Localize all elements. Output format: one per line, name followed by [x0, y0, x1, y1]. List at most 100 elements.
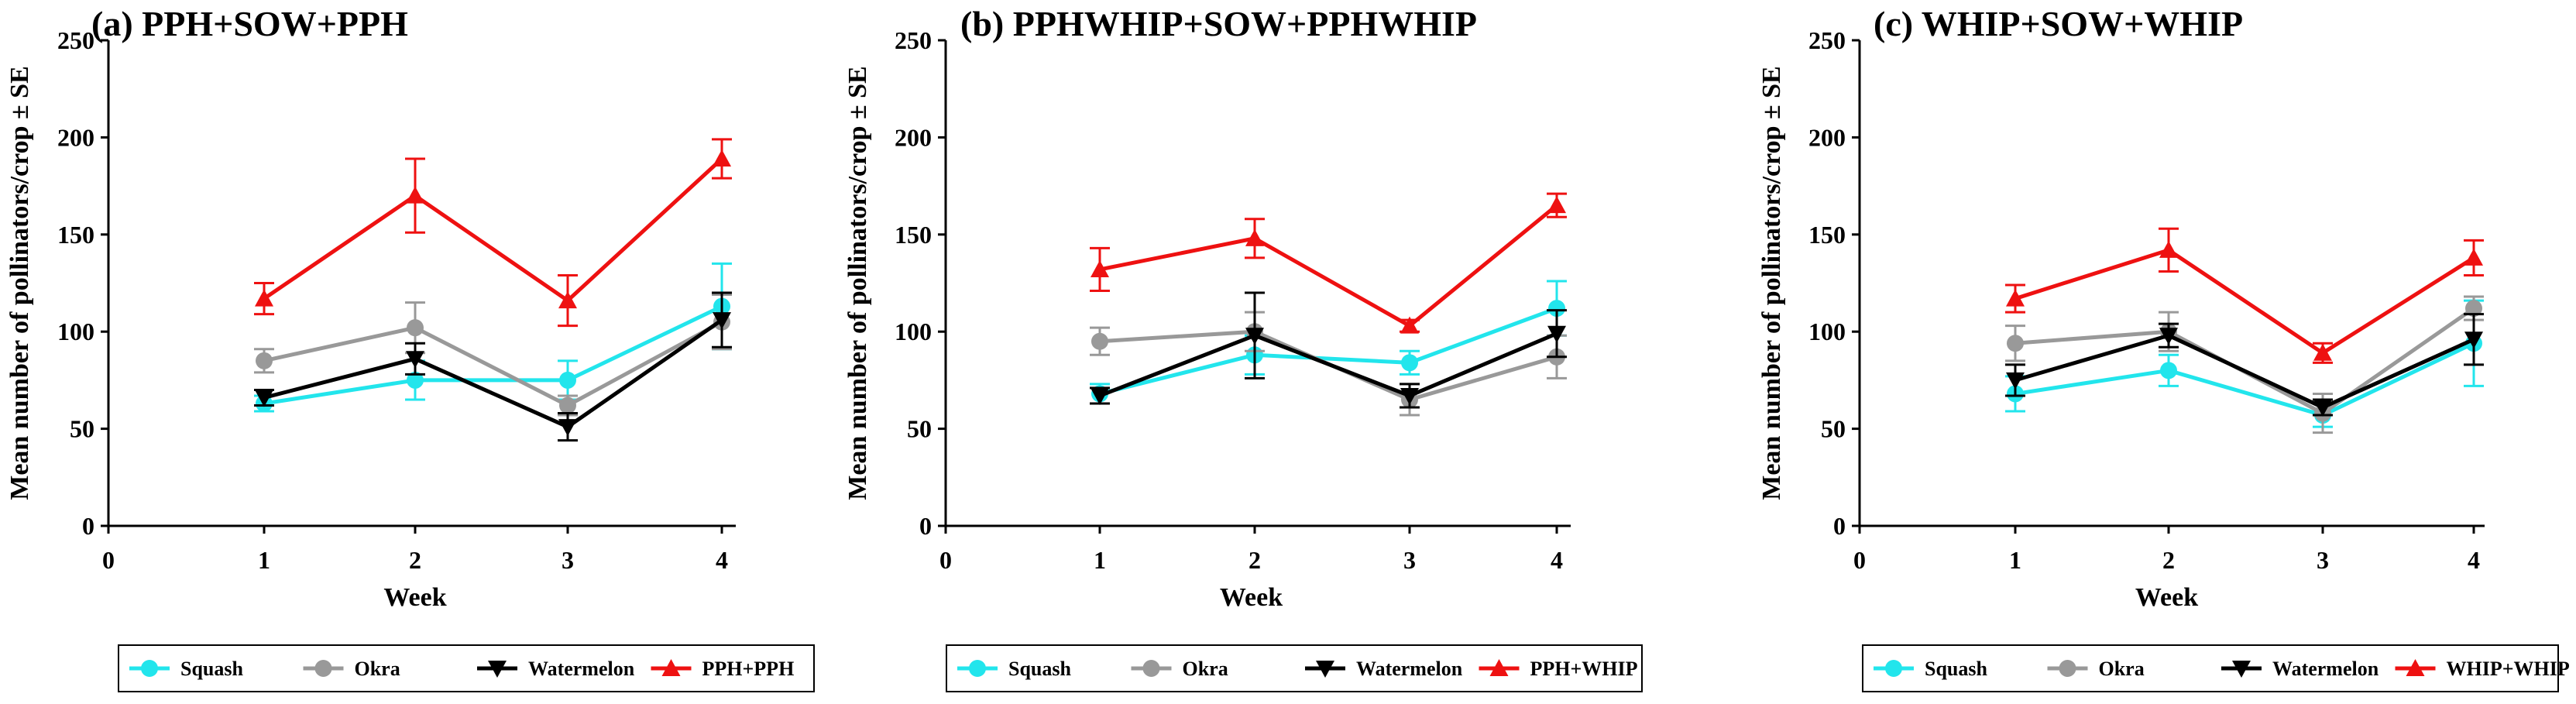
data-point [407, 319, 424, 337]
series-line [2014, 248, 2475, 355]
x-tick-label: 2 [409, 546, 421, 574]
series-line [263, 157, 723, 304]
y-tick-label: 0 [1833, 512, 1846, 540]
legend-swatch-marker [2406, 659, 2425, 676]
data-point [1548, 300, 1565, 318]
legend-swatch-marker [1142, 660, 1160, 677]
data-point [1245, 228, 1264, 246]
chart-panel-2: (c) WHIP+SOW+WHIP Mean number of pollinat… [1757, 4, 2570, 692]
y-tick-label: 50 [907, 415, 932, 443]
data-point [2159, 328, 2178, 345]
y-tick-label: 150 [1808, 221, 1846, 249]
x-tick-label: 0 [1853, 546, 1866, 574]
data-point [1091, 387, 1109, 405]
data-point [1400, 316, 1419, 334]
data-point [713, 149, 731, 167]
series-line [1099, 306, 1558, 396]
data-point [2006, 289, 2025, 307]
y-axis-label: Mean number of pollinators/crop ± SE [843, 66, 872, 500]
legend: Squash Okra Watermelon WHIP+WHIP [1862, 644, 2570, 692]
y-tick-label: 100 [57, 318, 94, 345]
legend-label: Watermelon [528, 658, 635, 680]
x-axis-label: Week [383, 583, 446, 612]
x-tick-label: 4 [2468, 546, 2480, 574]
x-tick-label: 2 [2162, 546, 2175, 574]
data-point [2007, 335, 2024, 352]
y-tick-label: 250 [895, 26, 932, 54]
data-point [1245, 328, 1264, 345]
series-squash [254, 262, 732, 413]
legend-label: Squash [180, 658, 243, 680]
series-okra [2005, 295, 2484, 434]
legend-label: Watermelon [2272, 658, 2379, 680]
data-point [406, 351, 424, 369]
legend-label: PPH+PPH [702, 658, 795, 680]
data-point [1091, 332, 1108, 350]
chart-title: (c) WHIP+SOW+WHIP [1874, 4, 2243, 43]
series-okra [254, 294, 732, 417]
legend-swatch-marker [141, 660, 158, 677]
series-line [2014, 333, 2475, 410]
data-point [256, 352, 273, 369]
legend-swatch-marker [661, 659, 681, 676]
chart-title: (a) PPH+SOW+PPH [91, 4, 408, 43]
legend-swatch-marker [488, 661, 507, 678]
data-point [2160, 362, 2177, 379]
series-watermelon [2005, 313, 2484, 417]
series-line [1099, 204, 1558, 328]
legend-swatch-marker [314, 660, 332, 677]
y-tick-label: 150 [895, 221, 932, 249]
x-tick-label: 3 [2317, 546, 2329, 574]
x-tick-label: 1 [258, 546, 270, 574]
data-point [2313, 343, 2332, 361]
series-line [263, 320, 723, 408]
x-tick-label: 1 [1094, 546, 1106, 574]
legend-swatch-marker [1885, 660, 1902, 677]
chart-panel-1: (b) PPHWHIP+SOW+PPHWHIP Mean number of po… [843, 4, 1643, 692]
x-tick-label: 4 [716, 546, 728, 574]
legend-label: Watermelon [1356, 658, 1463, 680]
y-tick-label: 0 [82, 512, 94, 540]
data-point [559, 371, 576, 389]
legend-label: WHIP+WHIP [2447, 658, 2570, 680]
chart-title: (b) PPHWHIP+SOW+PPHWHIP [960, 4, 1477, 43]
y-tick-label: 50 [1821, 415, 1846, 443]
legend-swatch-marker [2232, 661, 2251, 678]
legend-swatch-marker [1316, 661, 1334, 678]
series-watermelon [254, 291, 732, 442]
legend: Squash Okra Watermelon PPH+PPH [118, 644, 815, 692]
y-axis-label: Mean number of pollinators/crop ± SE [1757, 66, 1786, 500]
data-point [713, 312, 731, 330]
x-tick-label: 1 [2009, 546, 2021, 574]
data-point [2313, 400, 2332, 417]
data-point [1547, 325, 1566, 343]
x-tick-label: 0 [102, 546, 115, 574]
legend-label: Okra [1183, 658, 1228, 680]
data-point [2159, 240, 2178, 258]
legend-swatch-marker [2059, 660, 2076, 677]
data-point [2465, 300, 2482, 318]
y-tick-label: 0 [919, 512, 932, 540]
y-tick-label: 250 [57, 26, 94, 54]
data-point [2464, 248, 2483, 266]
y-tick-label: 200 [57, 123, 94, 151]
data-point [406, 186, 424, 204]
x-tick-label: 2 [1249, 546, 1261, 574]
x-tick-label: 0 [939, 546, 952, 574]
series-line [263, 318, 723, 429]
data-point [2464, 331, 2483, 349]
y-tick-label: 50 [70, 415, 94, 443]
data-point [1091, 259, 1109, 277]
legend-label: Squash [1008, 658, 1071, 680]
data-point [2006, 372, 2025, 390]
y-tick-label: 100 [895, 318, 932, 345]
legend: Squash Okra Watermelon PPH+WHIP [946, 644, 1643, 692]
x-axis-label: Week [1220, 583, 1283, 612]
series-pph-pph [254, 138, 732, 328]
data-point [559, 397, 576, 414]
x-tick-label: 3 [1403, 546, 1416, 574]
x-axis-label: Week [2135, 583, 2198, 612]
data-point [558, 419, 577, 437]
series-line [1099, 331, 1558, 398]
